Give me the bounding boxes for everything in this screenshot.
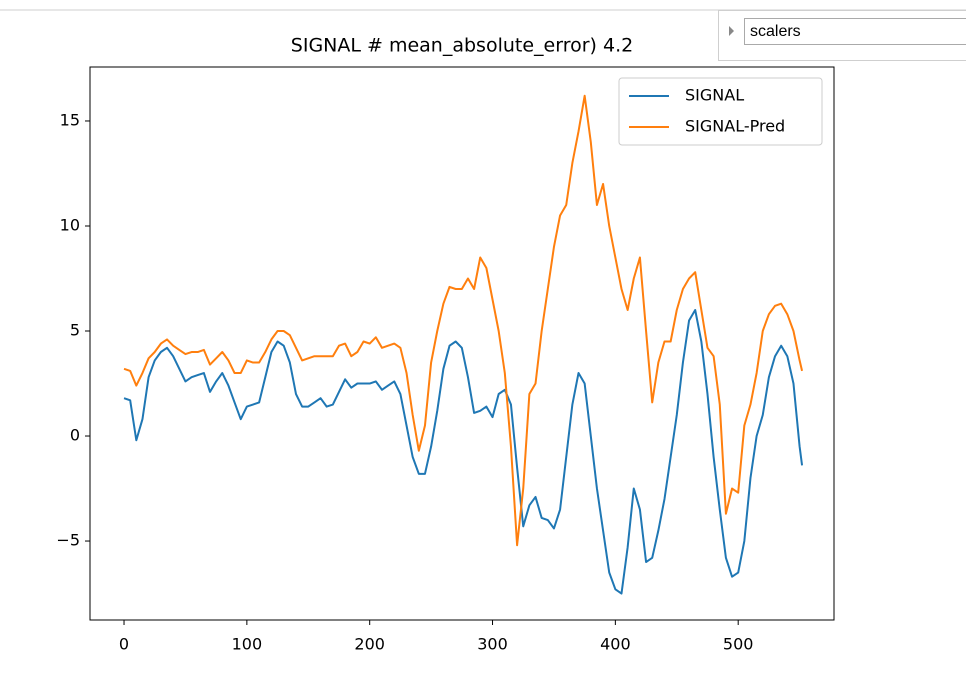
- y-tick-label: 10: [60, 215, 80, 234]
- y-tick-label: −5: [56, 531, 80, 550]
- x-tick-label: 500: [723, 635, 754, 654]
- widget-label: scalers: [750, 23, 801, 40]
- y-tick-label: 15: [60, 110, 80, 129]
- x-tick-label: 0: [119, 635, 129, 654]
- chart-title: SIGNAL # mean_absolute_error) 4.2: [291, 35, 633, 57]
- x-tick-label: 300: [477, 635, 508, 654]
- y-tick-label: 5: [70, 321, 80, 340]
- x-tick-label: 400: [600, 635, 631, 654]
- series-line: [124, 310, 802, 594]
- series-line: [124, 96, 802, 545]
- legend-label: SIGNAL: [685, 86, 744, 105]
- x-tick-label: 100: [232, 635, 263, 654]
- x-tick-label: 200: [354, 635, 385, 654]
- y-tick-label: 0: [70, 426, 80, 445]
- legend-label: SIGNAL-Pred: [685, 117, 785, 136]
